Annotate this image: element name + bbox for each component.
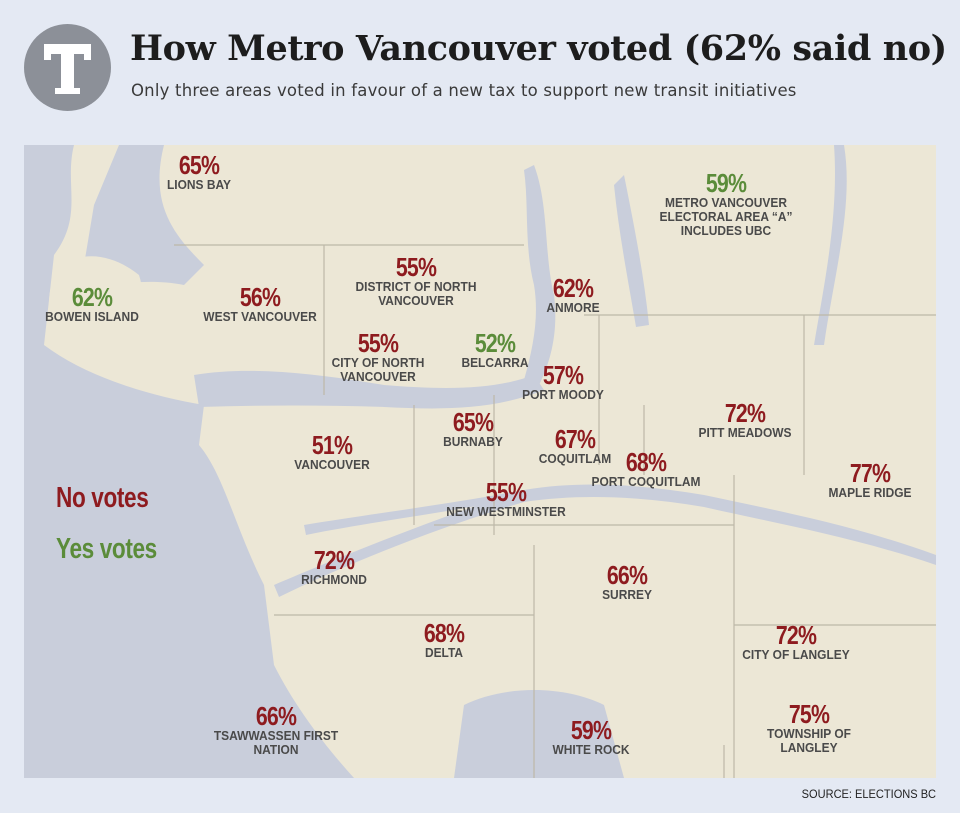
- region-electoral-area-a: 59% METRO VANCOUVER ELECTORAL AREA “A” I…: [654, 168, 798, 238]
- vote-percentage: 68%: [625, 447, 667, 477]
- region-bowen-island: 62% BOWEN ISLAND: [41, 282, 143, 324]
- region-coquitlam: 67% COQUITLAM: [536, 424, 615, 466]
- region-west-vancouver: 56% WEST VANCOUVER: [198, 282, 321, 324]
- region-name: WEST VANCOUVER: [203, 309, 317, 324]
- region-white-rock: 59% WHITE ROCK: [549, 715, 633, 757]
- page-title: How Metro Vancouver voted (62% said no): [130, 28, 947, 69]
- region-surrey: 66% SURREY: [600, 560, 654, 602]
- region-burnaby: 65% BURNABY: [441, 407, 506, 449]
- vote-percentage: 67%: [554, 424, 596, 454]
- vote-percentage: 75%: [788, 699, 830, 729]
- region-name: SURREY: [602, 587, 652, 602]
- vote-percentage: 72%: [775, 620, 817, 650]
- vote-percentage: 65%: [178, 150, 220, 180]
- map-canvas: 65% LIONS BAY 59% METRO VANCOUVER ELECTO…: [24, 145, 936, 778]
- region-lions-bay: 65% LIONS BAY: [164, 150, 234, 192]
- publication-logo: [24, 24, 111, 111]
- region-name: NEW WESTMINSTER: [446, 504, 566, 519]
- vote-percentage: 59%: [705, 168, 747, 198]
- strait-of-georgia: [24, 145, 354, 778]
- region-name: PORT MOODY: [522, 387, 604, 402]
- region-port-coquitlam: 68% PORT COQUITLAM: [587, 447, 705, 489]
- vote-percentage: 72%: [724, 398, 766, 428]
- burrard-inlet: [194, 370, 544, 409]
- region-pitt-meadows: 72% PITT MEADOWS: [694, 398, 795, 440]
- vote-percentage: 62%: [552, 273, 594, 303]
- region-name: LIONS BAY: [166, 177, 232, 192]
- map-basemap: [24, 145, 936, 778]
- vote-percentage: 59%: [570, 715, 612, 745]
- pitt-lake: [614, 175, 649, 327]
- region-port-moody: 57% PORT MOODY: [519, 360, 608, 402]
- vote-percentage: 65%: [452, 407, 494, 437]
- region-name: CITY OF LANGLEY: [742, 647, 850, 662]
- howe-sound: [84, 145, 204, 285]
- vote-percentage: 57%: [542, 360, 584, 390]
- region-name-line-2: ELECTORAL AREA “A”: [659, 209, 793, 224]
- vote-percentage: 55%: [395, 252, 437, 282]
- region-anmore: 62% ANMORE: [544, 273, 602, 315]
- region-name: ANMORE: [546, 300, 600, 315]
- region-name-line-1: METRO VANCOUVER: [664, 195, 788, 210]
- vote-percentage: 51%: [311, 430, 353, 460]
- region-name: WHITE ROCK: [552, 742, 630, 757]
- northeast-river: [814, 145, 847, 345]
- bowen-island-land: [49, 256, 143, 340]
- source-credit: SOURCE: ELECTIONS BC: [801, 787, 936, 801]
- region-township-of-langley: 75% TOWNSHIP OF LANGLEY: [767, 699, 851, 755]
- page-subtitle: Only three areas voted in favour of a ne…: [131, 81, 797, 100]
- vote-percentage: 66%: [255, 701, 297, 731]
- region-city-north-vancouver: 55% CITY OF NORTH VANCOUVER: [331, 328, 425, 384]
- region-richmond: 72% RICHMOND: [298, 545, 370, 587]
- region-new-westminster: 55% NEW WESTMINSTER: [441, 477, 571, 519]
- fraser-river: [274, 484, 936, 597]
- boundary-bay: [454, 690, 624, 778]
- vote-percentage: 68%: [423, 618, 465, 648]
- t-logo-icon: [44, 44, 91, 94]
- region-name-line-3: INCLUDES UBC: [680, 223, 772, 238]
- legend-no-votes: No votes: [56, 482, 149, 514]
- region-belcarra: 52% BELCARRA: [459, 328, 532, 370]
- region-district-north-vancouver: 55% DISTRICT OF NORTH VANCOUVER: [355, 252, 477, 308]
- indian-arm: [524, 165, 556, 385]
- region-tsawwassen: 66% TSAWWASSEN FIRST NATION: [213, 701, 339, 757]
- region-name: BURNABY: [443, 434, 503, 449]
- region-name: COQUITLAM: [538, 451, 612, 466]
- region-name: BOWEN ISLAND: [45, 309, 139, 324]
- region-name: MAPLE RIDGE: [828, 485, 912, 500]
- region-city-of-langley: 72% CITY OF LANGLEY: [738, 620, 855, 662]
- region-vancouver: 51% VANCOUVER: [291, 430, 373, 472]
- fraser-north-arm: [304, 490, 526, 535]
- region-name: PITT MEADOWS: [698, 425, 792, 440]
- region-delta: 68% DELTA: [419, 618, 468, 660]
- region-name: DELTA: [424, 645, 464, 660]
- vote-percentage: 77%: [849, 458, 891, 488]
- vote-percentage: 66%: [606, 560, 648, 590]
- region-name: VANCOUVER: [294, 457, 370, 472]
- region-name: BELCARRA: [461, 355, 529, 370]
- vote-percentage: 55%: [357, 328, 399, 358]
- vote-percentage: 72%: [313, 545, 355, 575]
- vote-percentage: 62%: [71, 282, 113, 312]
- region-name: PORT COQUITLAM: [591, 474, 701, 489]
- region-maple-ridge: 77% MAPLE RIDGE: [825, 458, 915, 500]
- vote-percentage: 55%: [485, 477, 527, 507]
- legend-yes-votes: Yes votes: [56, 533, 157, 565]
- vote-percentage: 52%: [474, 328, 516, 358]
- region-name: RICHMOND: [301, 572, 367, 587]
- vote-percentage: 56%: [239, 282, 281, 312]
